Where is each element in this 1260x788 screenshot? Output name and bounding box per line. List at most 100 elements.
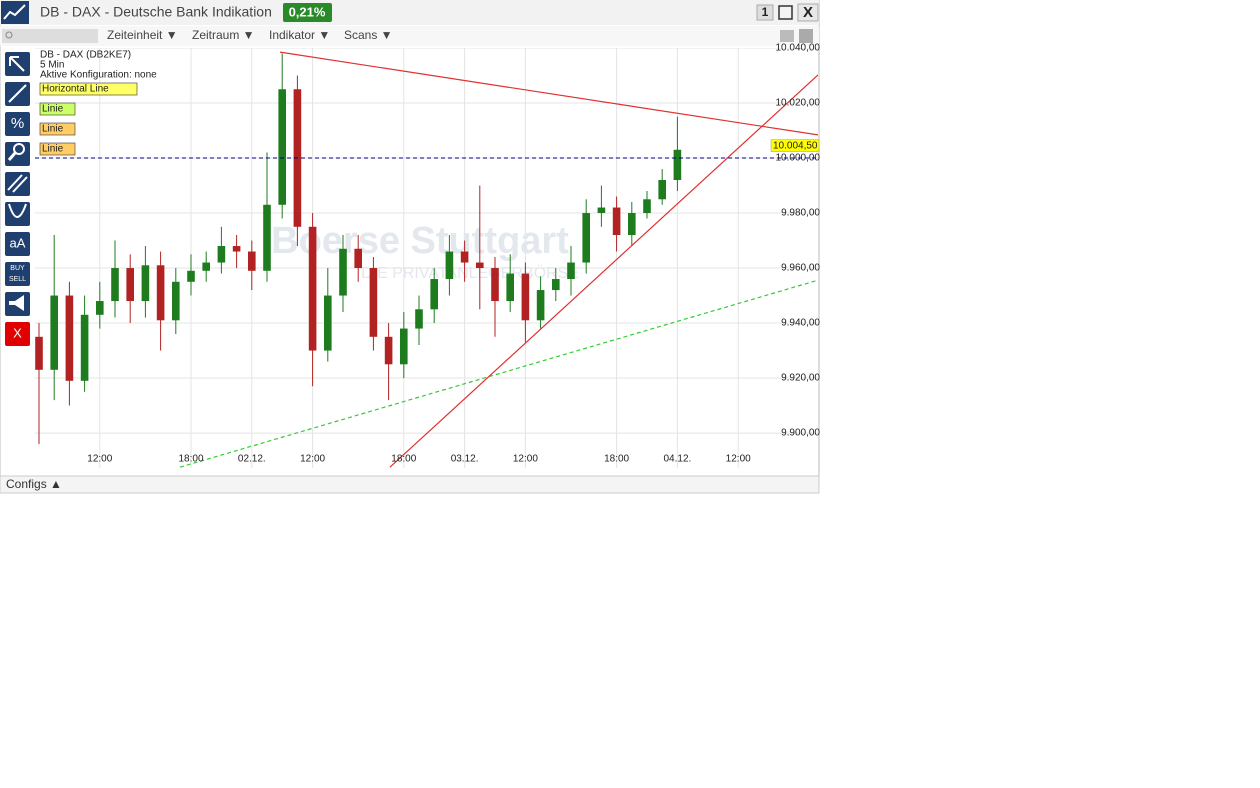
candle-body	[263, 204, 271, 271]
y-tick-label: 10.000,00	[776, 153, 821, 164]
candle-body	[202, 262, 210, 271]
candle-body	[628, 213, 636, 236]
menu-item[interactable]: Indikator ▼	[269, 28, 330, 42]
candle-body	[278, 89, 286, 205]
candle-body	[491, 268, 499, 302]
tool-button[interactable]	[5, 112, 30, 136]
x-tick-label: 18:00	[604, 454, 629, 465]
plot-area: Boerse Stuttgart DIE PRIVATANLEGERBÖRSE	[35, 48, 818, 468]
candle-body	[80, 314, 89, 381]
change-badge	[283, 3, 332, 22]
x-tick-label: 12:00	[87, 454, 112, 465]
candle-body	[308, 226, 317, 351]
maximize-button[interactable]	[778, 5, 793, 20]
tool-button[interactable]	[5, 262, 30, 286]
candle-body	[156, 265, 165, 321]
y-tick-label: 10.020,00	[776, 98, 821, 109]
drawing-label-box	[39, 142, 76, 156]
x-tick-label: 12:00	[513, 454, 538, 465]
footer-bar	[0, 475, 820, 494]
candle-body	[521, 273, 530, 321]
open-icon[interactable]	[780, 30, 794, 42]
app-icon[interactable]	[1, 1, 29, 24]
trend-line	[179, 279, 818, 468]
watermark: DIE PRIVATANLEGERBÖRSE	[361, 264, 579, 282]
save-icon[interactable]	[799, 29, 813, 43]
menu-item[interactable]: Zeitraum ▼	[192, 28, 255, 42]
candle-body	[126, 268, 134, 302]
candle-body	[232, 246, 241, 252]
candle-body	[552, 279, 560, 291]
menu-item[interactable]: Zeiteinheit ▼	[107, 28, 178, 42]
tool-label: BUY	[10, 265, 25, 272]
candle-body	[476, 262, 484, 269]
candle-body	[460, 251, 469, 263]
trend-line	[279, 51, 818, 136]
candle-body	[506, 273, 514, 302]
x-tick-label: 12:00	[300, 454, 325, 465]
candle-body	[536, 290, 545, 321]
candle-body	[111, 268, 119, 302]
drawing-label[interactable]: Linie	[42, 124, 64, 135]
configs-toggle[interactable]: Configs ▲	[6, 477, 62, 491]
candle-body	[354, 248, 362, 269]
window-frame	[0, 0, 820, 494]
candle-body	[141, 265, 150, 302]
drawing-label-box	[39, 82, 138, 96]
candle-body	[658, 180, 666, 200]
close-button[interactable]	[797, 3, 819, 22]
chart-info: 5 Min	[40, 60, 64, 71]
candle-body	[567, 262, 575, 280]
candle-body	[172, 281, 180, 321]
search-icon	[5, 31, 13, 39]
x-tick-label: 12:00	[726, 454, 751, 465]
candle-body	[673, 149, 682, 181]
y-tick-label: 9.960,00	[781, 263, 820, 274]
window-title: DB - DAX - Deutsche Bank Indikation	[40, 4, 272, 20]
tool-button[interactable]	[5, 172, 30, 196]
candle-body	[582, 213, 590, 263]
tool-icon	[7, 174, 28, 193]
last-price-box	[770, 139, 820, 152]
menu-bar	[0, 26, 819, 46]
change-value: 0,21%	[289, 4, 326, 19]
button-1-label: 1	[762, 5, 769, 19]
candle-body	[445, 251, 454, 280]
menu-item[interactable]: Scans ▼	[344, 28, 393, 42]
drawing-label-box	[39, 122, 76, 136]
tool-icon	[8, 84, 27, 103]
tool-label: %	[11, 115, 24, 132]
x-tick-label: 04.12.	[663, 454, 691, 465]
drawing-label-box	[39, 102, 76, 116]
tool-icon	[13, 143, 25, 155]
last-price-label: 10.004,50	[773, 140, 818, 151]
close-label: X	[803, 4, 813, 21]
candle-body	[50, 295, 58, 370]
candle-body	[324, 295, 332, 351]
chart-info: DB - DAX (DB2KE7)	[40, 50, 131, 61]
drawing-label[interactable]: Linie	[42, 104, 64, 115]
candle-body	[217, 246, 226, 263]
x-tick-label: 18:00	[178, 454, 203, 465]
tool-button[interactable]	[5, 322, 30, 346]
button-1[interactable]	[756, 4, 774, 21]
candle-body	[612, 207, 621, 236]
drawing-label[interactable]: Linie	[42, 144, 64, 155]
x-tick-label: 02.12.	[238, 454, 266, 465]
candle-body	[187, 270, 195, 282]
y-tick-label: 9.900,00	[781, 428, 820, 439]
tool-icon	[9, 295, 24, 311]
candle-body	[643, 199, 651, 214]
candle-body	[597, 207, 606, 214]
search-box[interactable]	[2, 29, 98, 43]
tool-icon	[8, 203, 27, 218]
tool-button[interactable]	[5, 232, 30, 256]
y-tick-label: 9.980,00	[781, 208, 820, 219]
drawing-label[interactable]: Horizontal Line	[42, 84, 109, 95]
candle-body	[339, 248, 347, 296]
candle-body	[65, 295, 74, 381]
title-bar	[0, 0, 819, 25]
watermark: Boerse Stuttgart	[271, 220, 569, 262]
tool-icon	[7, 152, 17, 161]
